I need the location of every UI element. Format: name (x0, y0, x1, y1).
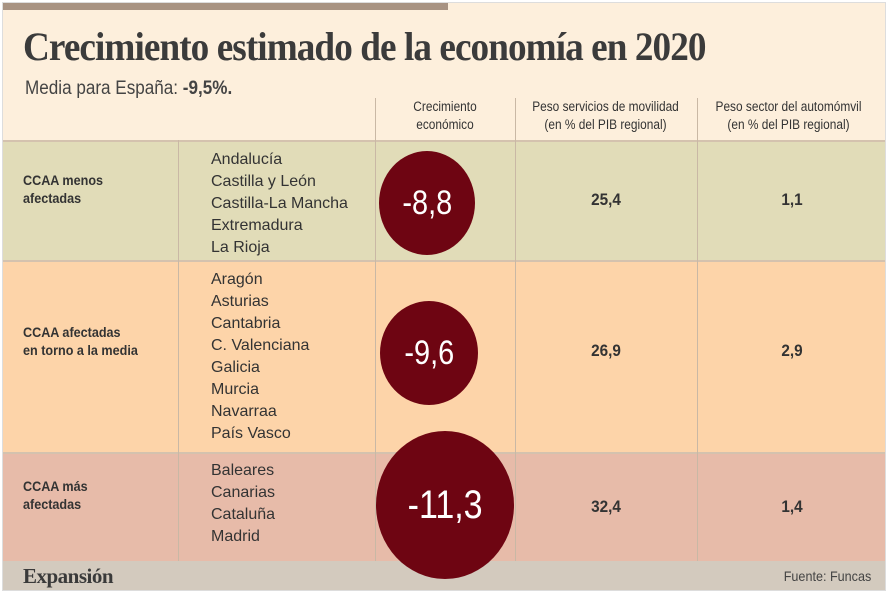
region-list: Baleares Canarias Cataluña Madrid (211, 460, 275, 548)
group-label-line: en torno a la media (23, 342, 138, 358)
auto-value: 2,9 (781, 341, 803, 360)
region: Murcia (211, 381, 260, 398)
header-growth: Crecimiento económico (383, 98, 506, 134)
region: Asturias (211, 293, 269, 310)
growth-value: -11,3 (407, 482, 483, 527)
auto-value: 1,4 (781, 497, 803, 516)
mobility-value: 32,4 (591, 497, 621, 516)
column-divider (375, 98, 376, 561)
top-accent-bar (3, 3, 448, 10)
region: Castilla y León (211, 173, 316, 190)
group-label-line: afectadas (23, 190, 82, 206)
growth-value: -8,8 (402, 183, 452, 222)
region: Extremadura (211, 217, 303, 234)
header-line: económico (416, 117, 474, 132)
column-divider (515, 98, 516, 561)
source-note: Fuente: Funcas (783, 568, 871, 584)
growth-circle: -8,8 (379, 151, 475, 255)
mobility-value: 26,9 (591, 341, 621, 360)
auto-value: 1,1 (781, 190, 803, 209)
subtitle: Media para España: -9,5%. (25, 78, 232, 100)
group-label: CCAA menos afectadas (23, 171, 103, 207)
growth-circle: -11,3 (376, 431, 514, 579)
region: C. Valenciana (211, 337, 310, 354)
region: La Rioja (211, 239, 270, 256)
region: Canarias (211, 484, 276, 501)
subtitle-label: Media para España: (25, 78, 179, 99)
region: Andalucía (211, 151, 283, 168)
header-line: Peso sector del automómvil (715, 99, 862, 114)
spain-average: -9,5%. (182, 78, 233, 99)
group-label-line: afectadas (23, 496, 82, 512)
growth-value: -9,6 (404, 333, 454, 372)
header-line: Crecimiento (413, 99, 477, 114)
region: Galicia (211, 359, 260, 376)
group-label: CCAA afectadas en torno a la media (23, 323, 138, 359)
header-auto: Peso sector del automómvil (en % del PIB … (703, 98, 875, 134)
region-list: Andalucía Castilla y León Castilla-La Ma… (211, 149, 348, 259)
group-label: CCAA más afectadas (23, 477, 88, 513)
header-line: (en % del PIB regional) (727, 117, 850, 132)
region: Aragón (211, 271, 263, 288)
region: País Vasco (211, 425, 291, 442)
group-label-line: CCAA afectadas (23, 324, 121, 340)
region: Navarraa (211, 403, 277, 420)
expansion-logo: Expansión (23, 564, 114, 588)
region: Castilla-La Mancha (211, 195, 348, 212)
region: Madrid (211, 528, 260, 545)
column-divider (178, 140, 179, 561)
region: Cataluña (211, 506, 276, 523)
page-title: Crecimiento estimado de la economía en 2… (23, 24, 706, 69)
region: Cantabria (211, 315, 281, 332)
column-divider (697, 98, 698, 561)
growth-circle: -9,6 (380, 301, 478, 405)
mobility-value: 25,4 (591, 190, 621, 209)
group-label-line: CCAA más (23, 478, 88, 494)
region: Baleares (211, 462, 275, 479)
header-mobility: Peso servicios de movilidad (en % del PIB… (520, 98, 692, 134)
group-label-line: CCAA menos (23, 172, 104, 188)
header-line: Peso servicios de movilidad (532, 99, 679, 114)
header-line: (en % del PIB regional) (544, 117, 667, 132)
region-list: Aragón Asturias Cantabria C. Valenciana … (211, 269, 309, 445)
